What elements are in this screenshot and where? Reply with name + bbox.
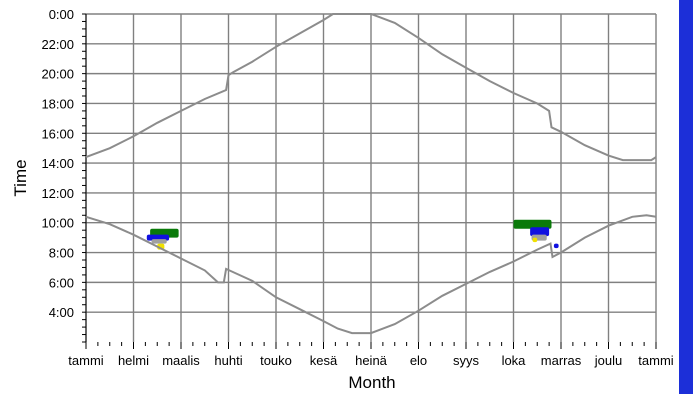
y-tick-label: 10:00 bbox=[41, 216, 74, 231]
data-cluster bbox=[513, 219, 552, 229]
y-tick-label: 12:00 bbox=[41, 186, 74, 201]
x-tick-label: tammi bbox=[68, 353, 104, 368]
series-line bbox=[85, 13, 657, 162]
y-tick-label: 16:00 bbox=[41, 126, 74, 141]
x-tick-label: loka bbox=[502, 353, 527, 368]
y-tick-labels: 0:00 22:00 20:00 18:00 16:00 14:00 12:00 10:00 8… bbox=[41, 7, 74, 320]
data-cluster bbox=[530, 227, 550, 237]
y-tick-label: 22:00 bbox=[41, 37, 74, 52]
x-tick-label: marras bbox=[541, 353, 582, 368]
data-cluster bbox=[532, 237, 538, 243]
x-axis-title: Month bbox=[348, 373, 395, 392]
x-tick-label: joulu bbox=[594, 353, 622, 368]
x-tick-label: huhti bbox=[214, 353, 242, 368]
x-tick-label: syys bbox=[453, 353, 480, 368]
x-tick-label: touko bbox=[260, 353, 292, 368]
y-tick-label: 4:00 bbox=[49, 305, 74, 320]
y-tick-label: 20:00 bbox=[41, 67, 74, 82]
x-tick-labels: tammi helmi maalis huhti touko kesä heinä elo sy… bbox=[68, 353, 674, 368]
y-tick-label: 6:00 bbox=[49, 275, 74, 290]
data-cluster bbox=[151, 239, 167, 244]
series-line bbox=[85, 214, 657, 335]
data-cluster bbox=[553, 243, 559, 249]
x-tick-label: tammi bbox=[638, 353, 674, 368]
right-edge-bar bbox=[679, 0, 693, 394]
y-axis-title: Time bbox=[11, 159, 30, 196]
data-clusters bbox=[146, 219, 559, 250]
x-tick-label: elo bbox=[410, 353, 427, 368]
x-tick-label: maalis bbox=[162, 353, 200, 368]
y-tick-label: 0:00 bbox=[49, 7, 74, 22]
minor-ticks bbox=[82, 13, 657, 349]
x-tick-label: kesä bbox=[310, 353, 338, 368]
x-tick-label: helmi bbox=[118, 353, 149, 368]
curves bbox=[85, 13, 657, 335]
y-tick-label: 14:00 bbox=[41, 156, 74, 171]
y-tick-label: 18:00 bbox=[41, 96, 74, 111]
grid bbox=[85, 13, 657, 342]
x-tick-label: heinä bbox=[355, 353, 388, 368]
y-tick-label: 8:00 bbox=[49, 246, 74, 261]
